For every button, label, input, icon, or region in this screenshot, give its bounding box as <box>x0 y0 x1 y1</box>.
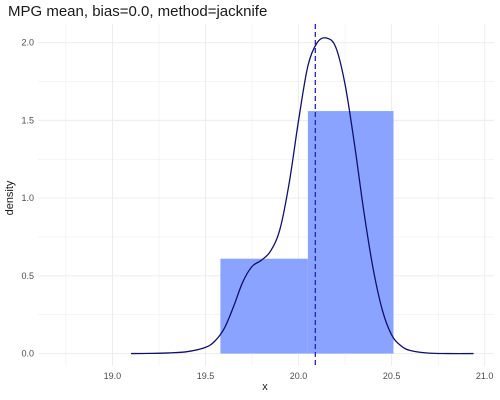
x-tick-label: 21.0 <box>476 371 494 381</box>
y-tick-label: 1.0 <box>21 193 34 203</box>
density-curve <box>131 37 474 355</box>
x-tick-label: 20.5 <box>383 371 401 381</box>
x-axis-label: x <box>262 381 268 393</box>
y-axis-label: density <box>4 180 16 215</box>
x-axis-ticks: 19.0 19.5 20.0 20.5 21.0 <box>104 371 494 381</box>
x-tick-label: 19.5 <box>197 371 215 381</box>
y-tick-label: 1.5 <box>21 115 34 125</box>
histogram-bar <box>307 111 394 354</box>
y-axis-ticks: 0.0 0.5 1.0 1.5 2.0 <box>21 38 34 359</box>
chart-title: MPG mean, bias=0.0, method=jacknife <box>8 3 267 20</box>
x-tick-label: 20.0 <box>290 371 308 381</box>
y-tick-label: 0.5 <box>21 271 34 281</box>
histogram-bar <box>220 258 308 354</box>
histogram-bars <box>220 111 394 354</box>
y-tick-label: 2.0 <box>21 38 34 48</box>
x-tick-label: 19.0 <box>104 371 122 381</box>
y-tick-label: 0.0 <box>21 349 34 359</box>
